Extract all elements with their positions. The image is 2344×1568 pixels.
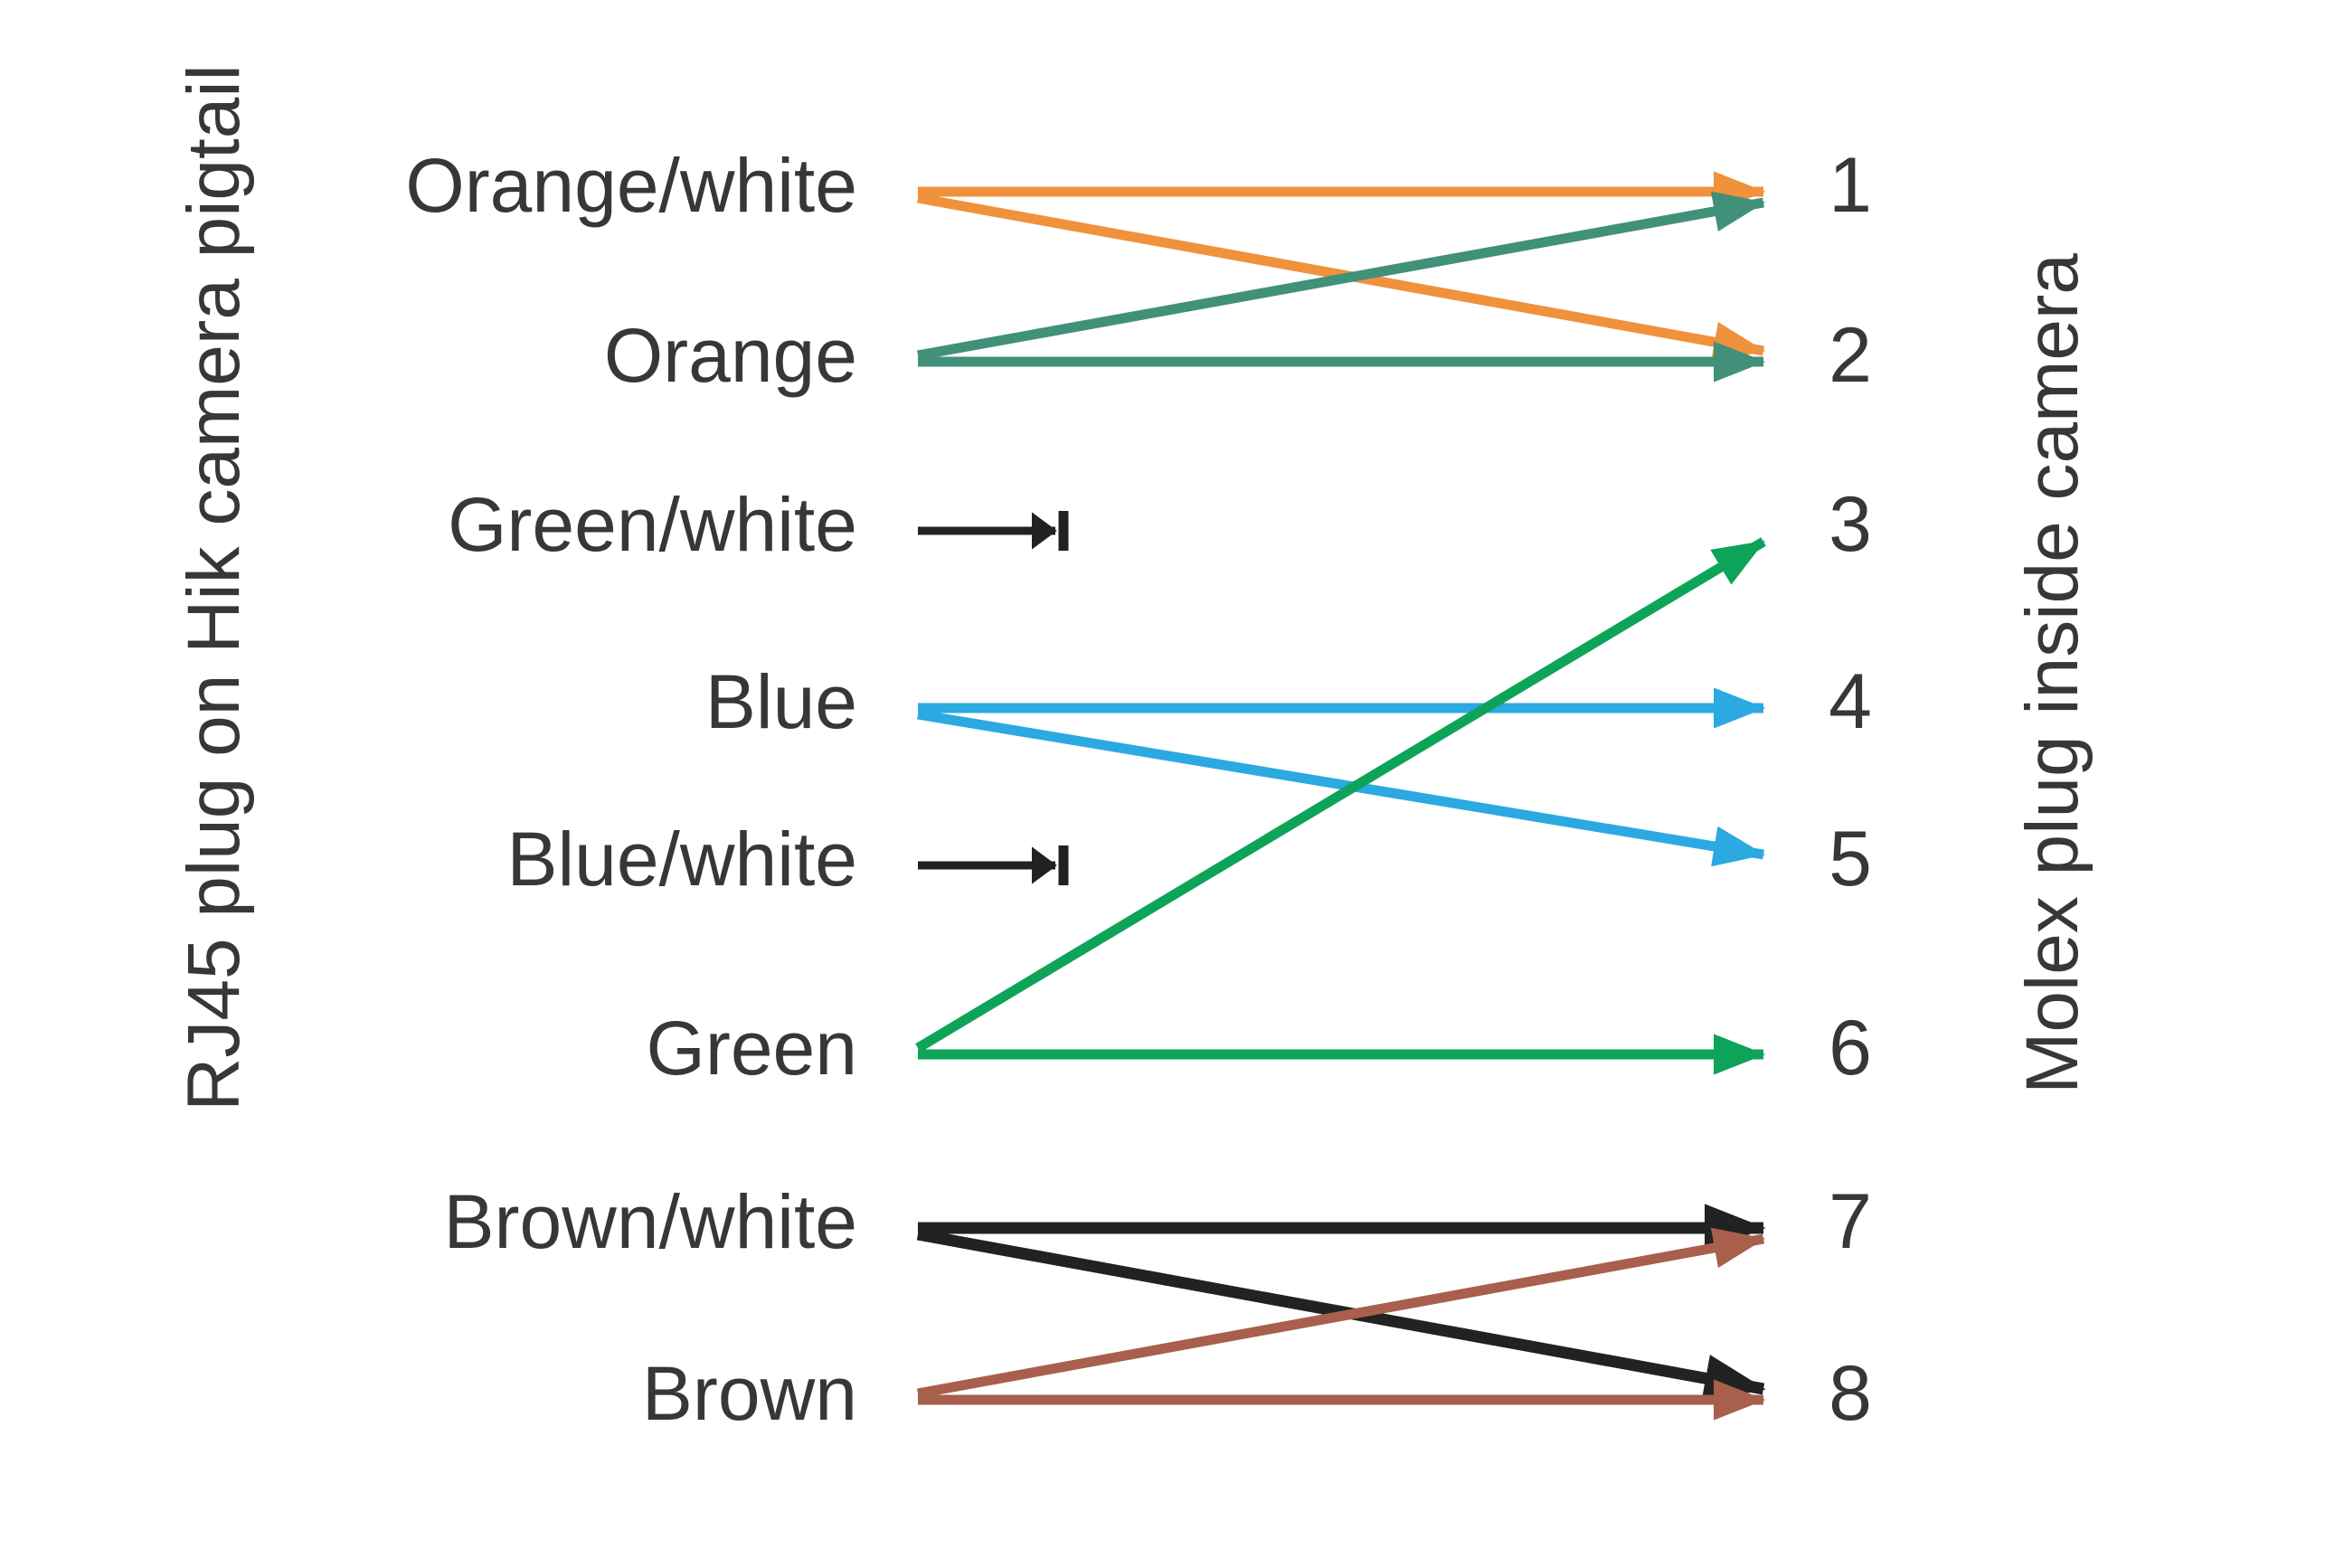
pin-number-1: 1	[1829, 142, 1872, 229]
wire-label-orange-white: Orange/white	[405, 143, 857, 228]
arrow-brown-to-7	[917, 1227, 1766, 1399]
arrow-blue-to-5	[917, 709, 1766, 867]
wire-label-green-white: Green/white	[448, 482, 857, 567]
wire-label-blue: Blue	[704, 659, 857, 744]
arrow-orange-to-1	[917, 191, 1766, 361]
wire-label-brown: Brown	[641, 1351, 857, 1436]
pin-number-5: 5	[1829, 816, 1872, 902]
pin-number-3: 3	[1829, 481, 1872, 568]
wire-label-orange: Orange	[603, 313, 857, 398]
pin-number-4: 4	[1829, 658, 1872, 745]
pin-number-6: 6	[1829, 1005, 1872, 1091]
pin-number-2: 2	[1829, 312, 1872, 399]
arrow-green-to-3	[915, 537, 1766, 1053]
wire-label-brown-white: Brown/white	[443, 1179, 857, 1264]
pin-number-8: 8	[1829, 1350, 1872, 1437]
wire-label-blue-white: Blue/white	[506, 817, 857, 902]
pin-number-7: 7	[1829, 1178, 1872, 1265]
wire-label-green: Green	[646, 1006, 857, 1091]
